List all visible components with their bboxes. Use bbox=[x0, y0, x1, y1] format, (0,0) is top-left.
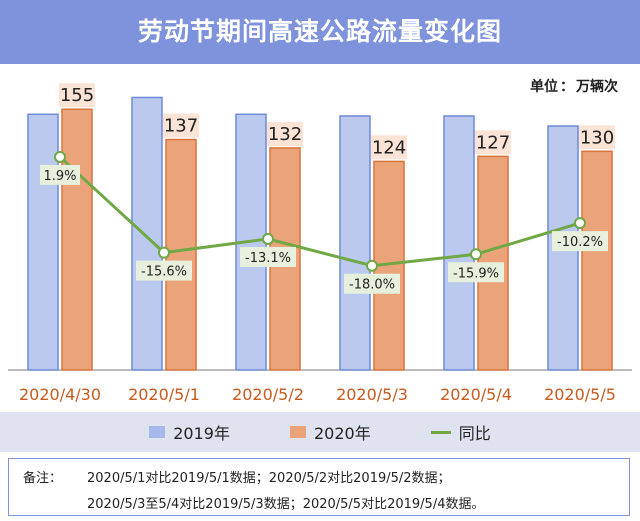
yoy-point bbox=[366, 259, 378, 272]
bar-2019 bbox=[339, 115, 371, 371]
data-label-2020-bg bbox=[371, 135, 407, 160]
bar-2019 bbox=[131, 96, 163, 371]
unit-label-value: 万辆次 bbox=[576, 79, 618, 95]
yoy-label: -15.6% bbox=[141, 265, 187, 280]
note-box: 备注： 2020/5/1对比2019/5/1数据；2020/5/2对比2019/… bbox=[8, 458, 630, 516]
legend-band: 2019年 2020年 同比 bbox=[0, 412, 640, 452]
yoy-point bbox=[54, 150, 66, 163]
series-line-yoy bbox=[58, 155, 581, 268]
yoy-label: -10.2% bbox=[557, 235, 603, 250]
data-label-2020: 130 bbox=[580, 127, 614, 148]
chart-plot: 155 2020/4/30 137 2020/5/1 132 2020/5/2 124 202… bbox=[8, 83, 632, 404]
x-tick-label: 2020/4/30 bbox=[19, 385, 101, 404]
legend-item: 2019年 bbox=[149, 420, 230, 444]
data-label-2020-bg bbox=[579, 125, 615, 150]
legend-line-swatch bbox=[430, 430, 451, 434]
note-line-2: 2020/5/3至5/4对比2019/5/3数据；2020/5/5对比2019/… bbox=[87, 497, 485, 512]
note-line-1: 2020/5/1对比2019/5/1数据；2020/5/2对比2019/5/2数… bbox=[87, 471, 451, 486]
yoy-label: -18.0% bbox=[349, 278, 395, 293]
unit-label: 单位：万辆次 bbox=[530, 76, 618, 96]
yoy-label-bg bbox=[136, 260, 192, 281]
x-tick-label: 2020/5/2 bbox=[232, 385, 304, 404]
data-label-2020: 127 bbox=[476, 132, 510, 153]
yoy-label-bg bbox=[240, 246, 296, 267]
data-label-2020-bg bbox=[475, 130, 511, 155]
yoy-label: -13.1% bbox=[245, 251, 291, 266]
bar-2019 bbox=[443, 115, 475, 371]
data-label-2020: 124 bbox=[372, 137, 406, 158]
bar-2019 bbox=[27, 113, 59, 371]
unit-label-key: 单位 bbox=[530, 79, 558, 95]
data-label-2020: 155 bbox=[60, 85, 94, 106]
yoy-label: 1.9% bbox=[43, 169, 76, 184]
x-tick-label: 2020/5/4 bbox=[440, 385, 512, 404]
bar-2020 bbox=[61, 108, 93, 371]
chart-title: 劳动节期间高速公路流量变化图 bbox=[137, 17, 502, 46]
x-tick-label: 2020/5/1 bbox=[128, 385, 200, 404]
yoy-label-bg bbox=[552, 231, 608, 252]
data-label-2020-bg bbox=[163, 113, 199, 138]
yoy-point bbox=[262, 232, 274, 245]
legend-label: 2020年 bbox=[313, 424, 371, 443]
legend-label: 同比 bbox=[458, 424, 491, 443]
yoy-point bbox=[470, 248, 482, 261]
yoy-label-bg bbox=[448, 262, 504, 283]
x-tick-label: 2020/5/5 bbox=[544, 385, 616, 404]
yoy-label: -15.9% bbox=[453, 266, 499, 281]
bar-2020 bbox=[165, 138, 197, 371]
legend-bar-swatch bbox=[289, 426, 306, 438]
yoy-point bbox=[574, 217, 586, 230]
legend-bar-swatch bbox=[149, 426, 166, 438]
bar-2020 bbox=[581, 150, 613, 371]
data-label-2020: 132 bbox=[268, 124, 302, 145]
yoy-label-bg bbox=[344, 273, 400, 294]
yoy-point bbox=[158, 246, 170, 259]
legend-item: 同比 bbox=[430, 420, 491, 444]
yoy-label-bg bbox=[40, 164, 80, 185]
data-label-2020-bg bbox=[59, 83, 95, 108]
data-label-2020-bg bbox=[267, 121, 303, 146]
note-label: 备注： bbox=[23, 471, 63, 486]
unit-label-separator: ： bbox=[560, 79, 574, 95]
chart-legend: 2019年 2020年 同比 bbox=[0, 412, 640, 452]
x-tick-label: 2020/5/3 bbox=[336, 385, 408, 404]
legend-item: 2020年 bbox=[289, 420, 371, 444]
title-bar: 劳动节期间高速公路流量变化图 bbox=[0, 0, 640, 64]
data-label-2020: 137 bbox=[164, 116, 198, 137]
legend-label: 2019年 bbox=[173, 424, 230, 443]
